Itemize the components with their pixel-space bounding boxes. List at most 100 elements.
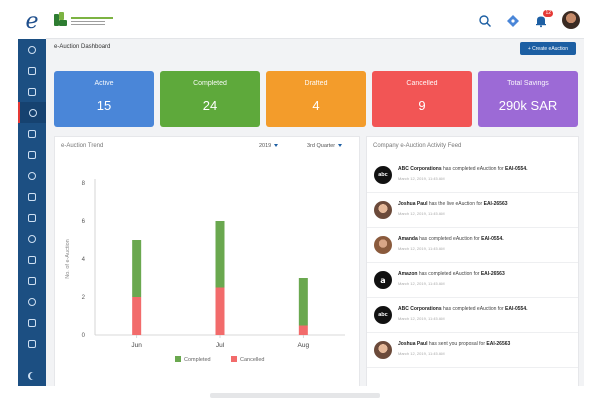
moon-icon [30, 372, 38, 380]
sidebar-item-document[interactable] [18, 81, 46, 102]
chevron-down-icon [274, 144, 279, 148]
auction-icon [29, 108, 37, 117]
sidebar-item-report[interactable] [18, 165, 46, 186]
stat-card-cancelled[interactable]: Cancelled 9 [372, 71, 472, 127]
quarter-value: 3rd Quarter [307, 143, 336, 149]
handshake-icon [28, 129, 36, 138]
y-tick-label: 4 [82, 257, 86, 263]
check-icon [28, 255, 36, 264]
stat-card-drafted[interactable]: Drafted 4 [266, 71, 366, 127]
notification-badge: 12 [543, 10, 553, 17]
y-tick-label: 0 [82, 333, 86, 339]
x-tick-label: Aug [298, 342, 310, 349]
feed-ref[interactable]: EAI-0554. [481, 236, 504, 242]
trend-panel: e-Auction Trend 2019 3rd Quarter 0 2 4 6 8 No… [54, 136, 360, 386]
feed-timestamp: March 12, 2019, 11:45 AM [398, 281, 445, 286]
feed-item[interactable]: abc ABC Corporations has completed eAucti… [367, 299, 578, 333]
feed-timestamp: March 12, 2019, 11:45 AM [398, 316, 445, 321]
document-icon [28, 87, 36, 96]
feed-ref[interactable]: EAI-0554. [505, 306, 528, 312]
company-logo[interactable] [54, 12, 113, 28]
stat-card-active[interactable]: Active 15 [54, 71, 154, 127]
logo-text [71, 16, 113, 25]
feed-item[interactable]: Amanda has completed eAuction for EAI-05… [367, 229, 578, 263]
feed-actor: Joshua Paul [398, 341, 428, 347]
sidebar-item-grid[interactable] [18, 270, 46, 291]
sidebar-item-lock[interactable] [18, 186, 46, 207]
y-axis-label: No. of e-Auction [65, 239, 71, 278]
feed-ref[interactable]: EAI-0554. [505, 166, 528, 172]
brand-logo[interactable]: e [18, 5, 46, 39]
sidebar-item-box[interactable] [18, 144, 46, 165]
feed-actor: ABC Corporations [398, 306, 442, 312]
package-icon [28, 234, 36, 243]
feed-action: has sent you proposal for [428, 341, 485, 347]
stat-label: Completed [193, 80, 227, 87]
search-icon[interactable] [478, 14, 492, 28]
feed-item[interactable]: a Amazon has completed eAuction for EAI-2… [367, 264, 578, 298]
feed-message: Amazon has completed eAuction for EAI-26… [398, 271, 505, 277]
info-icon [28, 45, 36, 54]
bell-icon[interactable]: 12 [534, 10, 553, 28]
sidebar-item-file[interactable] [18, 291, 46, 312]
feed-avatar: abc [374, 166, 392, 184]
page-title: e-Auction Dashboard [54, 44, 111, 50]
settings-icon [28, 339, 36, 348]
feed-action: has completed eAuction for [443, 306, 504, 312]
feed-item[interactable]: abc ABC Corporations has completed eAucti… [367, 159, 578, 193]
feed-message: Joshua Paul has sent you proposal for EA… [398, 341, 510, 347]
tag-icon[interactable] [506, 14, 520, 28]
quarter-select[interactable]: 3rd Quarter [307, 143, 343, 149]
stat-value: 290k SAR [498, 98, 558, 113]
feed-action: has completed eAuction for [419, 236, 480, 242]
stat-card-total-savings[interactable]: Total Savings 290k SAR [478, 71, 578, 127]
brand-letter: e [25, 9, 39, 34]
theme-toggle[interactable] [18, 368, 46, 384]
sidebar-item-info[interactable] [18, 39, 46, 60]
trend-chart: 0 2 4 6 8 No. of e-Auction Jun Jul Aug Completed C… [65, 179, 345, 363]
sidebar-item-handshake[interactable] [18, 123, 46, 144]
feed-timestamp: March 12, 2019, 11:45 AM [398, 246, 445, 251]
sidebar-item-settings[interactable] [18, 333, 46, 354]
topbar: 12 [46, 5, 584, 39]
feed-ref[interactable]: EAI-26563 [480, 271, 505, 277]
feed-action: has completed eAuction for [443, 166, 504, 172]
chart-icon [28, 66, 36, 75]
legend-swatch-completed [175, 356, 181, 362]
box-icon [28, 150, 36, 159]
feed-action: has the live eAuction for [428, 201, 483, 207]
year-select[interactable]: 2019 [259, 143, 279, 149]
feed-avatar: a [374, 271, 392, 289]
create-eauction-button[interactable]: + Create eAuction [519, 42, 576, 55]
feed-timestamp: March 12, 2019, 11:45 AM [398, 211, 445, 216]
feed-message: ABC Corporations has completed eAuction … [398, 166, 528, 172]
feed-avatar [374, 341, 392, 359]
device-stand [210, 393, 380, 398]
stat-value: 15 [96, 98, 112, 113]
bar-completed-jun [132, 240, 142, 297]
sidebar-item-chart[interactable] [18, 60, 46, 81]
sidebar-item-auction[interactable] [18, 102, 46, 123]
sidebar-item-cart[interactable] [18, 207, 46, 228]
feed-action: has completed eAuction for [418, 271, 480, 277]
feed-item[interactable]: Joshua Paul has the live eAuction for EA… [367, 194, 578, 228]
bar-cancelled-jul [215, 287, 225, 335]
stat-label: Active [94, 80, 114, 87]
feed-ref[interactable]: EAI-26563 [483, 201, 508, 207]
feed-actor: Amazon [398, 271, 418, 277]
sidebar-item-check[interactable] [18, 249, 46, 270]
trend-title: e-Auction Trend [61, 143, 104, 149]
feed-ref[interactable]: EAI-26563 [486, 341, 511, 347]
chevron-down-icon [338, 144, 343, 148]
file-icon [28, 297, 36, 306]
user-avatar[interactable] [562, 11, 580, 29]
feed-timestamp: March 12, 2019, 11:45 AM [398, 351, 445, 356]
dollar-icon [28, 318, 36, 327]
sidebar-item-dollar[interactable] [18, 312, 46, 333]
activity-feed-panel: Company e-Auction Activity Feed abc ABC C… [366, 136, 579, 386]
sidebar-item-package[interactable] [18, 228, 46, 249]
feed-message: Joshua Paul has the live eAuction for EA… [398, 201, 508, 207]
stat-card-completed[interactable]: Completed 24 [160, 71, 260, 127]
feed-title: Company e-Auction Activity Feed [373, 143, 462, 149]
feed-item[interactable]: Joshua Paul has sent you proposal for EA… [367, 334, 578, 368]
